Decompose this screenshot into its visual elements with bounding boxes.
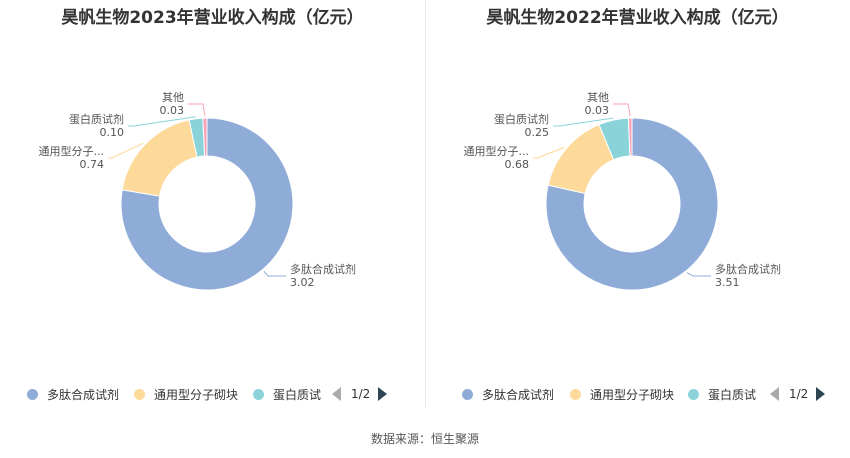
- pager-prev-icon[interactable]: [770, 387, 779, 401]
- slice-label: 多肽合成试剂: [715, 262, 781, 276]
- leader-line: [686, 272, 711, 277]
- chart-panel-2022: 昊帆生物2022年营业收入构成（亿元） 多肽合成试剂 3.51 通用型分子... 0.…: [425, 0, 850, 420]
- slice-value: 0.03: [160, 104, 185, 117]
- legend: 多肽合成试剂 通用型分子砌块 蛋白质试 1/2: [425, 384, 850, 404]
- legend-item-protein[interactable]: 蛋白质试: [688, 384, 756, 404]
- slice-value: 0.74: [80, 158, 105, 171]
- legend-item-building-block[interactable]: 通用型分子砌块: [570, 384, 674, 404]
- donut-slice[interactable]: [545, 117, 719, 291]
- slice-label: 蛋白质试剂: [494, 112, 549, 126]
- legend-label: 通用型分子砌块: [590, 387, 675, 402]
- legend-label: 通用型分子砌块: [154, 387, 239, 402]
- legend-item-protein[interactable]: 蛋白质试: [253, 384, 321, 404]
- legend: 多肽合成试剂 通用型分子砌块 蛋白质试 1/2: [0, 384, 425, 404]
- legend-item-peptide[interactable]: 多肽合成试剂: [462, 384, 554, 404]
- legend-dot: [462, 388, 473, 400]
- slice-value: 0.10: [100, 126, 125, 139]
- leader-line: [188, 103, 206, 117]
- legend-item-building-block[interactable]: 通用型分子砌块: [134, 384, 238, 404]
- legend-label: 蛋白质试: [708, 387, 757, 402]
- leader-line: [108, 142, 144, 159]
- donut-slice[interactable]: [202, 117, 208, 157]
- legend-pager: 1/2: [770, 384, 826, 404]
- pager-prev-icon[interactable]: [332, 387, 341, 401]
- slice-value: 0.68: [505, 158, 530, 171]
- legend-label: 蛋白质试: [273, 387, 322, 402]
- donut-slice[interactable]: [120, 117, 294, 291]
- pager-next-icon[interactable]: [816, 387, 826, 401]
- legend-dot: [134, 388, 145, 400]
- chart-title: 昊帆生物2022年营业收入构成（亿元）: [486, 8, 789, 28]
- leader-line: [128, 116, 196, 127]
- chart-panel-2023: 昊帆生物2023年营业收入构成（亿元） 多肽合成试剂 3.02 通用型分子... 0.…: [0, 0, 425, 420]
- slice-label: 通用型分子...: [39, 144, 105, 158]
- donut-slice[interactable]: [121, 119, 198, 197]
- slice-value: 0.03: [585, 104, 610, 117]
- panel-divider: [425, 0, 426, 408]
- slice-value: 0.25: [525, 126, 550, 139]
- slice-label: 其他: [587, 91, 609, 104]
- slice-label: 通用型分子...: [464, 144, 530, 158]
- legend-label: 多肽合成试剂: [47, 387, 120, 402]
- donut-slice[interactable]: [627, 117, 633, 157]
- pager-text: 1/2: [351, 387, 371, 401]
- legend-dot: [688, 388, 699, 400]
- data-source: 数据来源：恒生聚源: [370, 432, 479, 446]
- pager-next-icon[interactable]: [378, 387, 388, 401]
- legend-item-peptide[interactable]: 多肽合成试剂: [27, 384, 119, 404]
- leader-line: [533, 146, 565, 159]
- chart-title: 昊帆生物2023年营业收入构成（亿元）: [61, 8, 364, 28]
- slice-label: 其他: [162, 91, 184, 104]
- pager-text: 1/2: [789, 387, 809, 401]
- slice-value: 3.02: [290, 276, 315, 289]
- leader-line: [553, 117, 614, 127]
- legend-dot: [570, 388, 581, 400]
- legend-label: 多肽合成试剂: [482, 387, 555, 402]
- leader-line: [263, 270, 286, 277]
- legend-dot: [27, 388, 38, 400]
- legend-dot: [253, 388, 264, 400]
- leader-line: [613, 103, 631, 117]
- slice-label: 多肽合成试剂: [290, 262, 356, 276]
- slice-label: 蛋白质试剂: [69, 112, 124, 126]
- legend-pager: 1/2: [332, 384, 388, 404]
- slice-value: 3.51: [715, 276, 740, 289]
